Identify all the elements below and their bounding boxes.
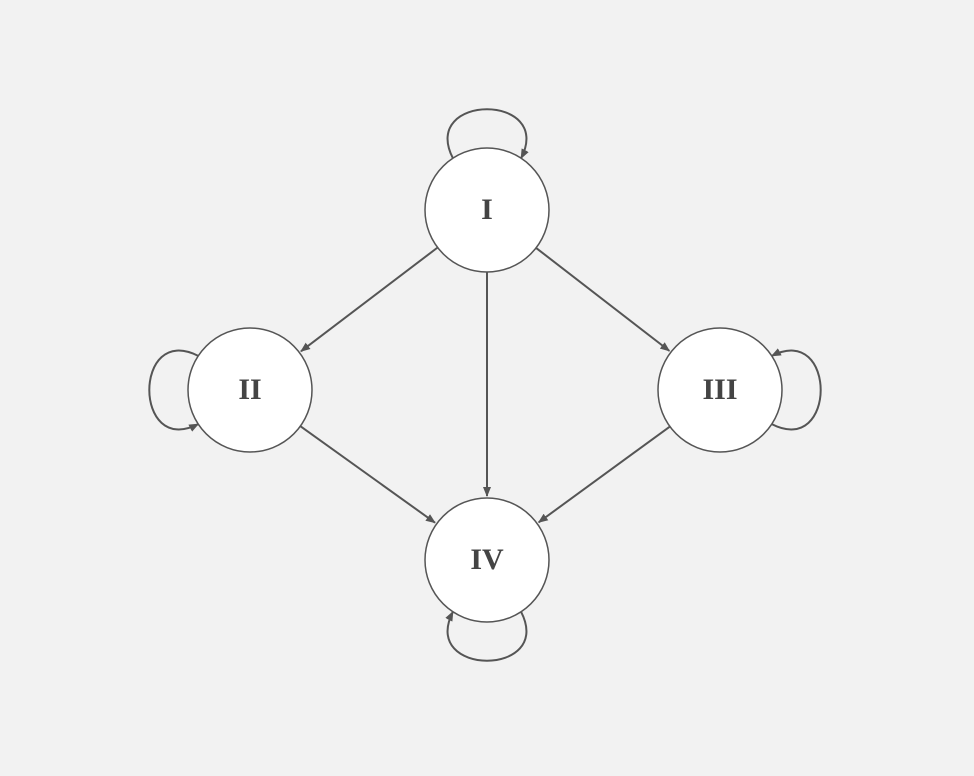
node-label-II: II <box>238 373 261 406</box>
edge-III-IV <box>539 427 670 523</box>
edge-II-IV <box>300 426 435 523</box>
node-label-III: III <box>702 373 737 406</box>
edge-I-III <box>536 248 669 351</box>
state-diagram: IIIIIIIV <box>0 0 974 776</box>
node-label-I: I <box>481 193 493 226</box>
node-III: III <box>658 328 782 452</box>
node-I: I <box>425 148 549 272</box>
node-label-IV: IV <box>470 543 504 576</box>
node-IV: IV <box>425 498 549 622</box>
node-II: II <box>188 328 312 452</box>
edge-I-II <box>301 247 438 351</box>
